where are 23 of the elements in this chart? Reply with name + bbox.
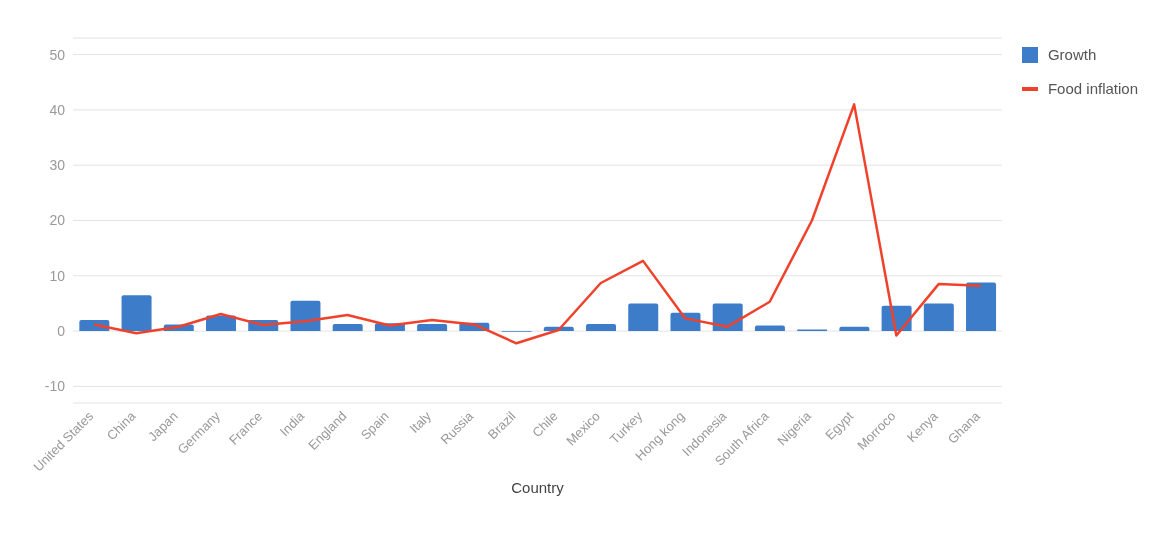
bar <box>923 303 954 332</box>
y-tick-label: 10 <box>49 267 66 284</box>
y-tick-label: 40 <box>49 101 66 118</box>
bar <box>121 295 152 332</box>
bar <box>966 282 997 332</box>
y-tick-label: 30 <box>49 157 66 174</box>
bar <box>839 326 870 332</box>
bar <box>332 323 363 332</box>
x-tick-label: Italy <box>406 408 435 436</box>
line-series <box>92 103 983 345</box>
bar <box>712 303 743 332</box>
bar <box>754 325 785 332</box>
bar <box>417 323 448 332</box>
y-tick-label: -10 <box>44 378 66 395</box>
legend-label: Growth <box>1046 45 1098 65</box>
y-tick-label: 0 <box>57 323 66 340</box>
x-axis-title: Country <box>511 479 565 496</box>
legend-label: Food inflation <box>1046 79 1138 99</box>
y-tick-label: 50 <box>49 46 66 63</box>
bar <box>586 323 617 332</box>
y-tick-label: 20 <box>49 212 66 229</box>
bar <box>628 303 659 332</box>
bar <box>290 300 321 332</box>
